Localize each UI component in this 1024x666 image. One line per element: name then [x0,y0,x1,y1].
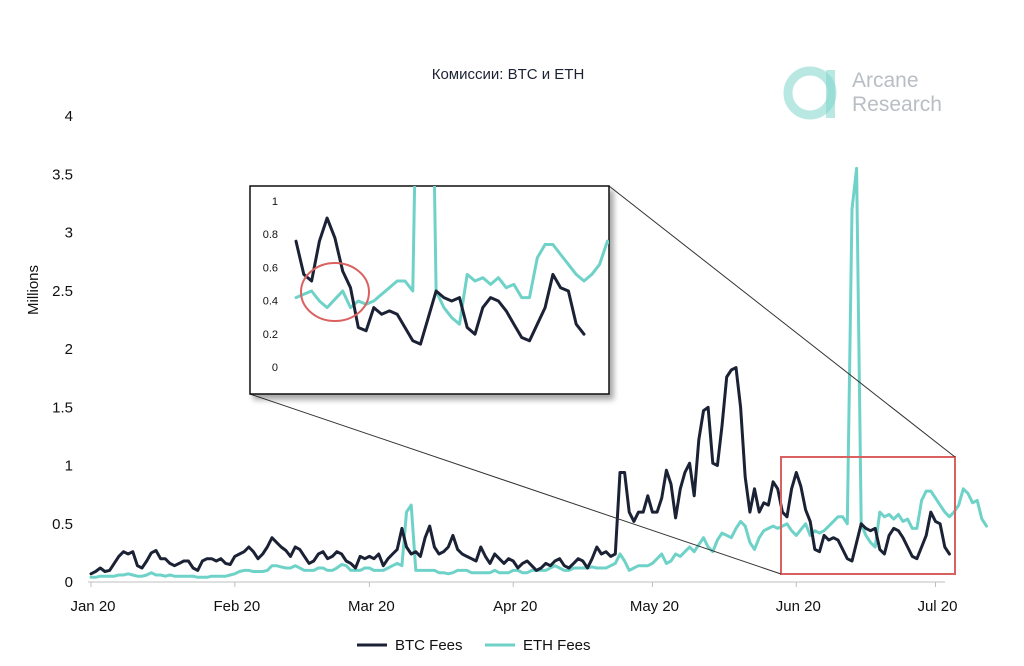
x-tick-label: Jun 20 [776,598,821,615]
inset-panel: 0 0.2 0.4 0.6 0.8 1 [249,185,610,395]
btc-fees-line [89,366,951,576]
series-lines [89,166,988,579]
x-tick-label: Jul 20 [917,598,957,615]
zoom-connector-top [608,185,956,458]
chart-title: Комиссии: BTC и ETH [432,66,585,83]
y-tick-label: 1 [65,458,73,475]
x-tick-label: May 20 [630,598,679,615]
inset-y-tick-labels: 0 0.2 0.4 0.6 0.8 1 [263,196,278,374]
y-tick-labels: 0 0.5 1 1.5 2 2.5 3 3.5 4 [52,108,73,591]
inset-highlight-circle [300,262,370,322]
inset-y-tick-label: 0.6 [263,262,278,274]
y-tick-label: 3 [65,225,73,242]
inset-btc-fees-line [294,216,586,346]
watermark-logo: Arcane Research [783,66,942,120]
logo-mark-circle [783,66,837,120]
legend-btc-label: BTC Fees [395,637,463,654]
inset-frame [249,185,610,395]
y-axis-label: Millions [25,265,42,315]
inset-y-tick-label: 0.8 [263,229,278,241]
inset-y-tick-label: 0.4 [263,296,278,308]
zoom-highlight-box [780,456,956,575]
y-tick-label: 0 [65,574,73,591]
legend: BTC Fees ETH Fees [357,637,591,654]
y-tick-label: 3.5 [52,166,73,183]
y-tick-label: 2 [65,341,73,358]
legend-eth-label: ETH Fees [523,637,591,654]
inset-y-tick-label: 0 [272,362,278,374]
y-tick-label: 1.5 [52,399,73,416]
x-tick-label: Jan 20 [70,598,115,615]
inset-series-lines [294,186,609,346]
inset-y-tick-label: 1 [272,196,278,208]
x-tick-label: Mar 20 [348,598,395,615]
y-tick-label: 0.5 [52,516,73,533]
x-tick-label: Feb 20 [213,598,260,615]
y-tick-label: 4 [65,108,73,125]
inset-y-tick-label: 0.2 [263,329,278,341]
zoom-connector-bottom [249,393,782,575]
x-tick-label: Apr 20 [493,598,537,615]
logo-text-line2: Research [852,93,942,116]
x-tick-labels: Jan 20 Feb 20 Mar 20 Apr 20 May 20 Jun 20 Jul … [70,582,957,615]
y-tick-label: 2.5 [52,283,73,300]
logo-text-line1: Arcane [852,69,919,92]
logo-mark-bar [826,70,835,118]
